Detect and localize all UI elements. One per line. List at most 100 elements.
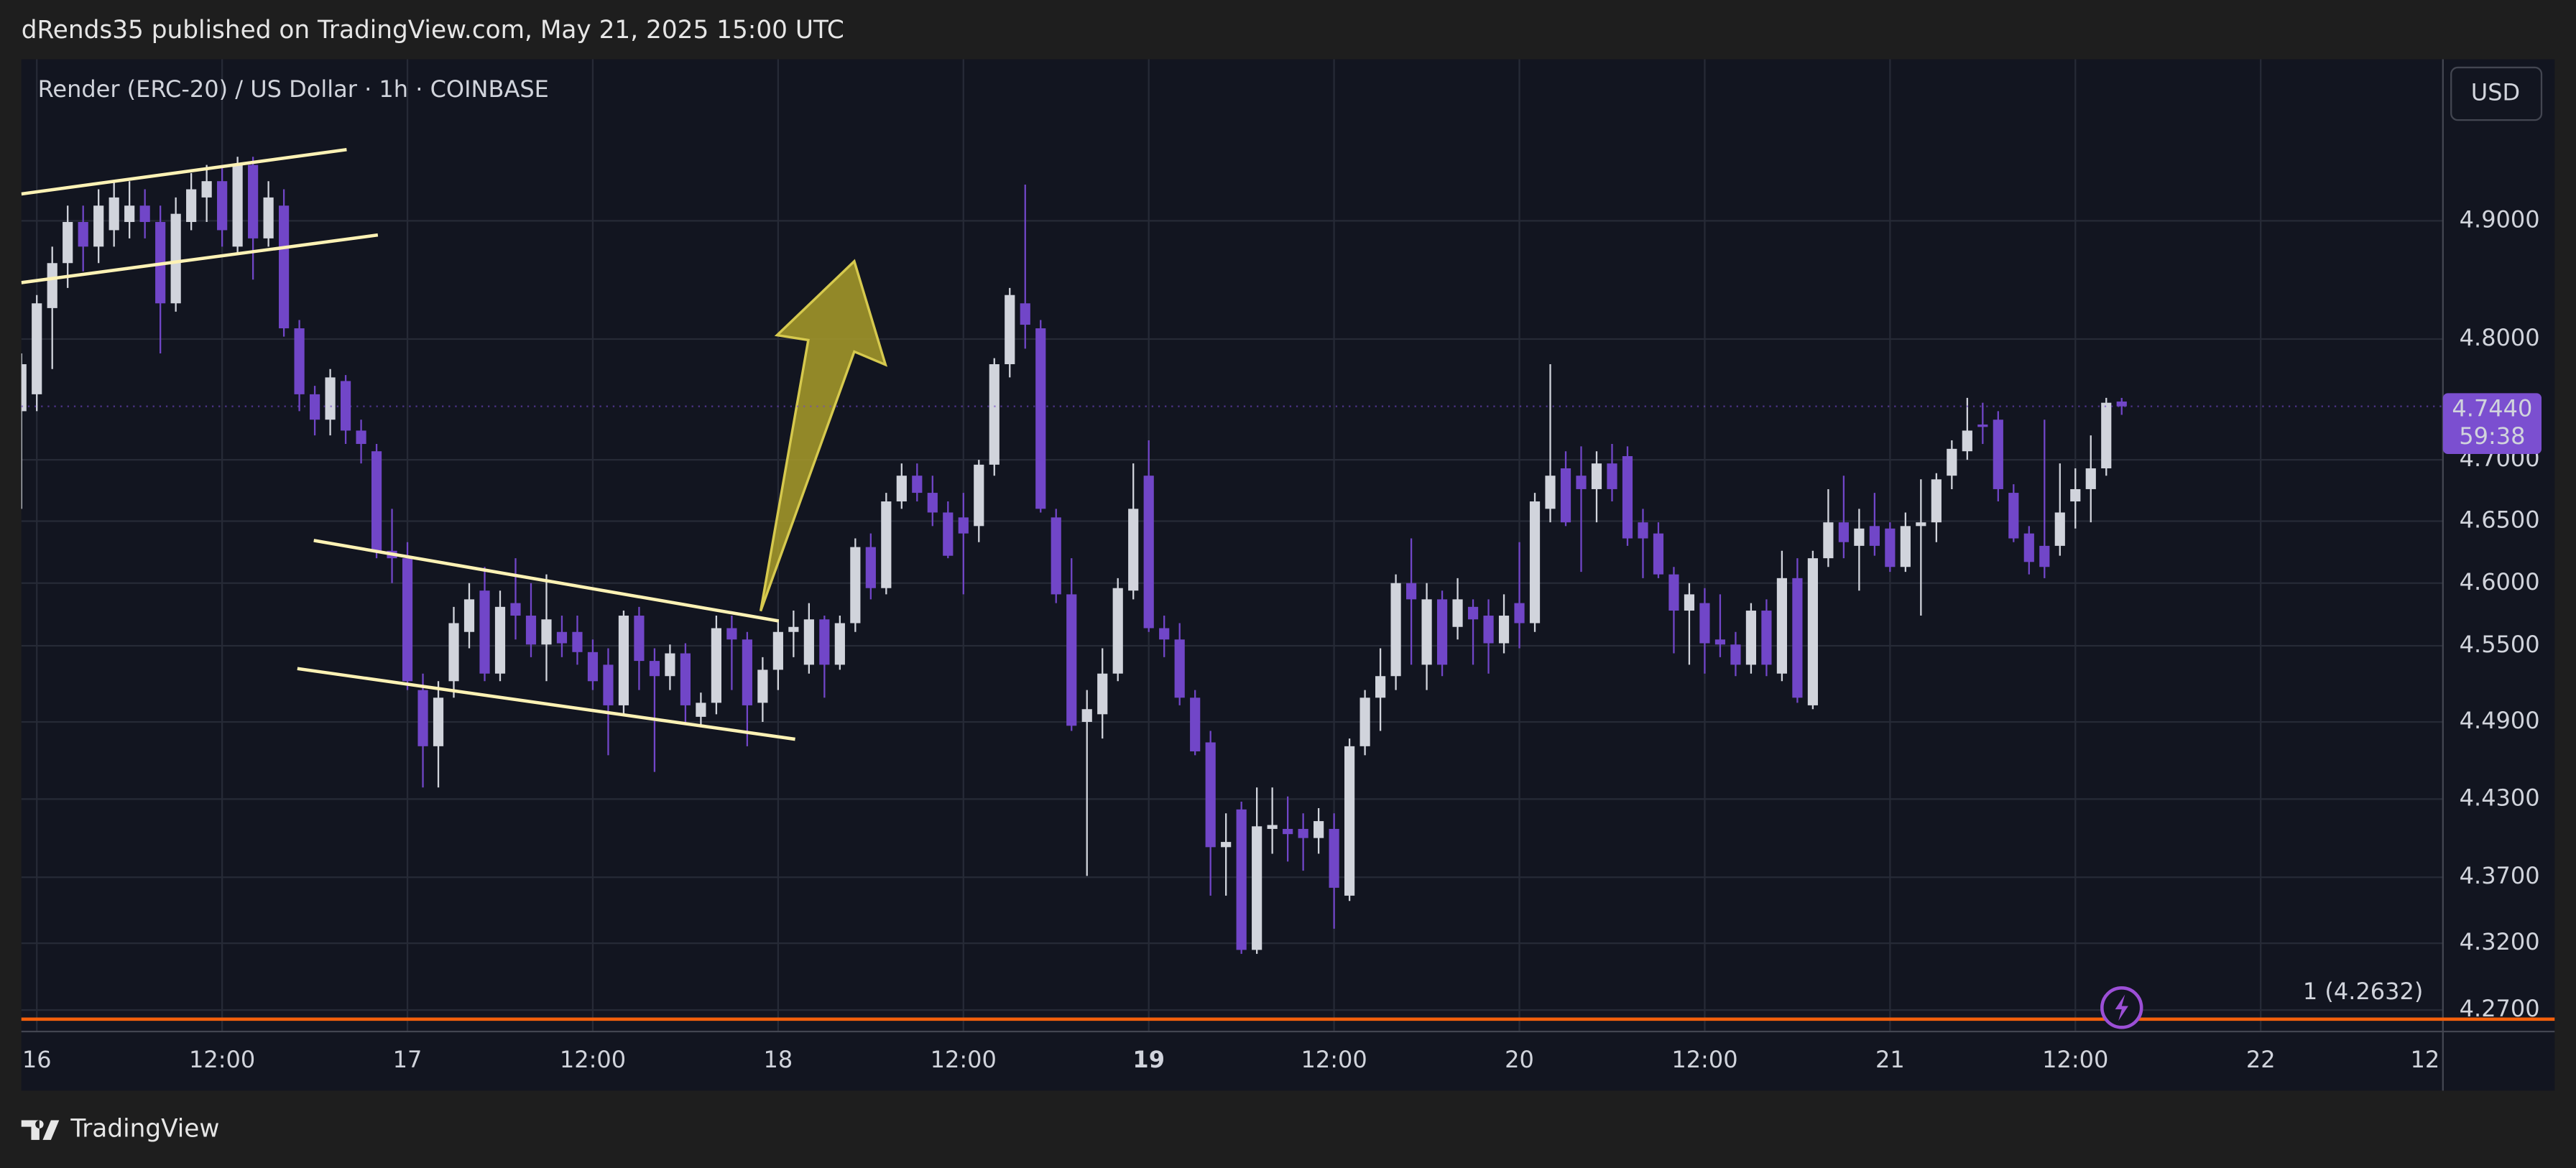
candle-body bbox=[2070, 488, 2081, 502]
candle-body bbox=[1205, 742, 1216, 848]
candle-body bbox=[1885, 528, 1896, 567]
candle-body bbox=[772, 631, 783, 670]
candle-body bbox=[1190, 697, 1201, 751]
candle-body bbox=[1035, 328, 1046, 509]
candle-body bbox=[896, 476, 907, 502]
candle-body bbox=[170, 213, 181, 304]
candle-body bbox=[340, 381, 351, 431]
candle-body bbox=[63, 222, 73, 264]
candle-body bbox=[1576, 476, 1587, 489]
price-tag bbox=[2442, 393, 2542, 455]
candle-body bbox=[603, 664, 614, 705]
candle-body bbox=[788, 626, 799, 632]
x-tick-label: 21 bbox=[1875, 1046, 1905, 1073]
candle-body bbox=[109, 197, 119, 231]
currency-button[interactable] bbox=[2450, 66, 2543, 121]
candle-body bbox=[696, 703, 706, 717]
candle-body bbox=[1977, 424, 1988, 427]
candle-body bbox=[371, 451, 382, 551]
candle-body bbox=[417, 690, 428, 746]
candle-body bbox=[1699, 603, 1710, 644]
candle-body bbox=[1591, 463, 1602, 489]
publish-header: dRends35 published on TradingView.com, M… bbox=[22, 16, 844, 45]
candle-body bbox=[279, 205, 290, 329]
candle-body bbox=[711, 628, 721, 703]
x-tick-label: 12:00 bbox=[560, 1046, 626, 1073]
candle-body bbox=[1545, 476, 1556, 509]
candle-body bbox=[2008, 493, 2019, 539]
candle-body bbox=[618, 616, 629, 705]
candle-body bbox=[1005, 295, 1015, 365]
x-tick-label: 12 bbox=[2411, 1046, 2440, 1073]
candle-body bbox=[1112, 588, 1123, 674]
candle-body bbox=[865, 547, 876, 588]
x-tick-label: 16 bbox=[22, 1046, 52, 1073]
candle-body bbox=[1947, 448, 1957, 476]
candle-body bbox=[1761, 611, 1772, 665]
candle-body bbox=[1267, 825, 1278, 829]
candle-body bbox=[1236, 809, 1247, 950]
candle-body bbox=[1714, 639, 1726, 645]
drawings bbox=[21, 147, 888, 741]
candle-body bbox=[1283, 828, 1293, 835]
candle-body bbox=[2023, 533, 2034, 562]
candle-body bbox=[1607, 463, 1617, 489]
candle-body bbox=[958, 517, 969, 534]
alert-label: 1 (4.2632) bbox=[2303, 978, 2423, 1005]
candle-body bbox=[1838, 522, 1849, 542]
candle-body bbox=[402, 558, 413, 682]
candle-body bbox=[32, 303, 42, 394]
candle-body bbox=[2054, 512, 2065, 546]
candle-body bbox=[2101, 402, 2112, 468]
candle-body bbox=[1421, 599, 1432, 665]
candle-body bbox=[1776, 578, 1788, 674]
y-tick-label: 4.5500 bbox=[2460, 631, 2540, 658]
candle-body bbox=[757, 669, 768, 703]
candle-body bbox=[803, 619, 814, 665]
candle-body bbox=[1329, 828, 1339, 888]
candle-body bbox=[463, 599, 475, 632]
candle-body bbox=[448, 623, 459, 682]
candle-body bbox=[726, 628, 737, 640]
candle-body bbox=[881, 501, 892, 588]
x-tick-label: 17 bbox=[393, 1046, 423, 1073]
candle-body bbox=[1962, 430, 1972, 452]
candle-body bbox=[587, 652, 599, 682]
candle-body bbox=[1174, 639, 1185, 698]
candle-body bbox=[989, 364, 1000, 465]
x-tick-label: 18 bbox=[764, 1046, 793, 1073]
candle-body bbox=[1869, 526, 1880, 546]
candle-body bbox=[1020, 303, 1030, 325]
y-tick-label: 4.4900 bbox=[2460, 707, 2540, 734]
currency-label[interactable]: USD bbox=[2471, 79, 2520, 106]
y-tick-label: 4.6500 bbox=[2460, 506, 2540, 533]
trend-line bbox=[21, 147, 347, 196]
candle-body bbox=[1051, 517, 1061, 595]
x-tick-label: 12:00 bbox=[1671, 1046, 1737, 1073]
x-tick-label: 12:00 bbox=[1301, 1046, 1367, 1073]
candle-body bbox=[356, 430, 366, 445]
trend-line bbox=[313, 539, 780, 623]
candle-body bbox=[1344, 746, 1355, 896]
x-tick-label: 19 bbox=[1132, 1046, 1165, 1073]
brand-logo bbox=[21, 1120, 60, 1140]
y-tick-label: 4.8000 bbox=[2460, 324, 2540, 351]
candle-body bbox=[1916, 522, 1926, 527]
candle-body bbox=[680, 653, 691, 705]
candle-body bbox=[2085, 468, 2096, 489]
candle-body bbox=[325, 377, 336, 420]
candle-body bbox=[93, 205, 104, 247]
candle-body bbox=[1436, 599, 1448, 665]
candle-body bbox=[1560, 468, 1571, 523]
candle-body bbox=[1514, 603, 1525, 624]
candle-body bbox=[1314, 821, 1324, 838]
x-tick-label: 20 bbox=[1505, 1046, 1534, 1073]
candle-body bbox=[124, 205, 135, 223]
candle-body bbox=[294, 328, 305, 394]
candle-body bbox=[834, 623, 845, 665]
candle-body bbox=[47, 263, 57, 308]
price-tag-value: 4.7440 bbox=[2452, 394, 2532, 422]
symbol-legend: Render (ERC-20) / US Dollar · 1h · COINB… bbox=[38, 75, 549, 103]
arrow bbox=[759, 259, 888, 612]
